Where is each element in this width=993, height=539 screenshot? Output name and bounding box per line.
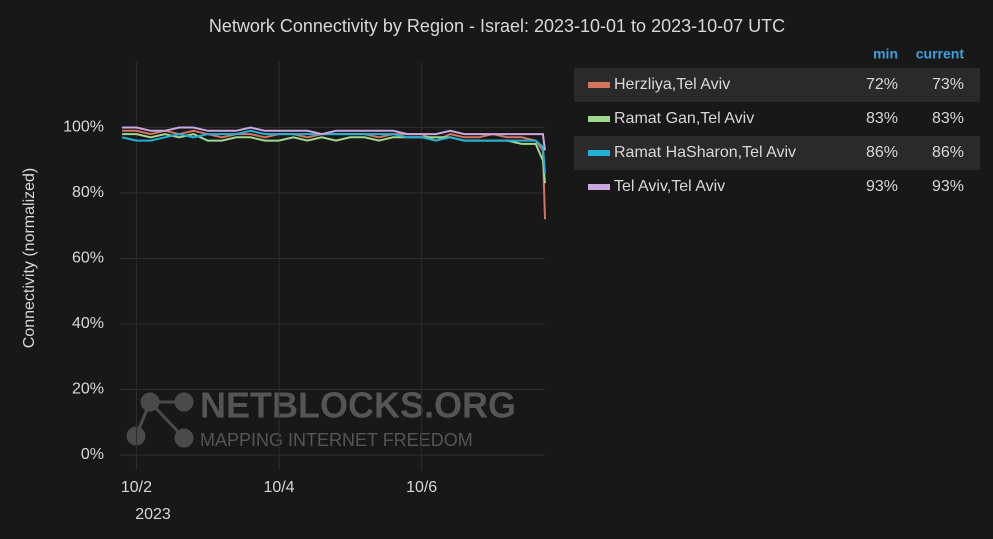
legend-row-bg — [574, 68, 980, 102]
y-tick-label: 20% — [72, 381, 104, 398]
legend-item[interactable]: Ramat HaSharon,Tel Aviv 86% 86% — [574, 136, 980, 170]
legend-header: min — [873, 46, 898, 62]
legend-current: 86% — [932, 144, 964, 161]
watermark: NETBLOCKS.ORG — [200, 385, 516, 426]
legend-current: 83% — [932, 110, 964, 127]
legend-min: 93% — [866, 178, 898, 195]
legend-item[interactable]: Tel Aviv,Tel Aviv 93% 93% — [588, 178, 964, 195]
y-tick-label: 80% — [72, 184, 104, 201]
legend-row-bg — [574, 136, 980, 170]
legend-item[interactable]: Ramat Gan,Tel Aviv 83% 83% — [588, 110, 964, 127]
series-line — [121, 129, 546, 174]
legend-swatch — [588, 150, 610, 156]
legend-current: 93% — [932, 178, 964, 195]
legend-label: Ramat Gan,Tel Aviv — [614, 110, 754, 127]
x-tick-label: 10/2 — [121, 479, 152, 496]
y-tick-label: 60% — [72, 250, 104, 267]
legend-swatch — [588, 116, 610, 122]
legend-swatch — [588, 184, 610, 190]
legend-label: Herzliya,Tel Aviv — [614, 76, 730, 93]
y-tick-label: 0% — [81, 446, 104, 463]
legend-label: Tel Aviv,Tel Aviv — [614, 178, 725, 195]
chart-title: Network Connectivity by Region - Israel:… — [209, 16, 785, 36]
y-axis-title: Connectivity (normalized) — [21, 168, 38, 349]
legend-min: 72% — [866, 76, 898, 93]
watermark-tagline: MAPPING INTERNET FREEDOM — [200, 430, 473, 450]
series-line — [122, 126, 546, 151]
y-tick-label: 100% — [63, 119, 104, 136]
legend-label: Ramat HaSharon,Tel Aviv — [614, 144, 796, 161]
y-tick-label: 40% — [72, 315, 104, 332]
series-line — [122, 129, 546, 220]
legend-item[interactable]: Herzliya,Tel Aviv 72% 73% — [574, 68, 980, 102]
x-tick-label: 10/6 — [406, 479, 437, 496]
legend-current: 73% — [932, 76, 964, 93]
legend-min: 83% — [866, 110, 898, 127]
watermark-icon — [126, 392, 194, 448]
x-tick-label: 10/4 — [263, 479, 294, 496]
x-sublabel: 2023 — [135, 506, 171, 523]
legend-swatch — [588, 82, 610, 88]
legend-min: 86% — [866, 144, 898, 161]
legend-header: current — [916, 46, 965, 62]
